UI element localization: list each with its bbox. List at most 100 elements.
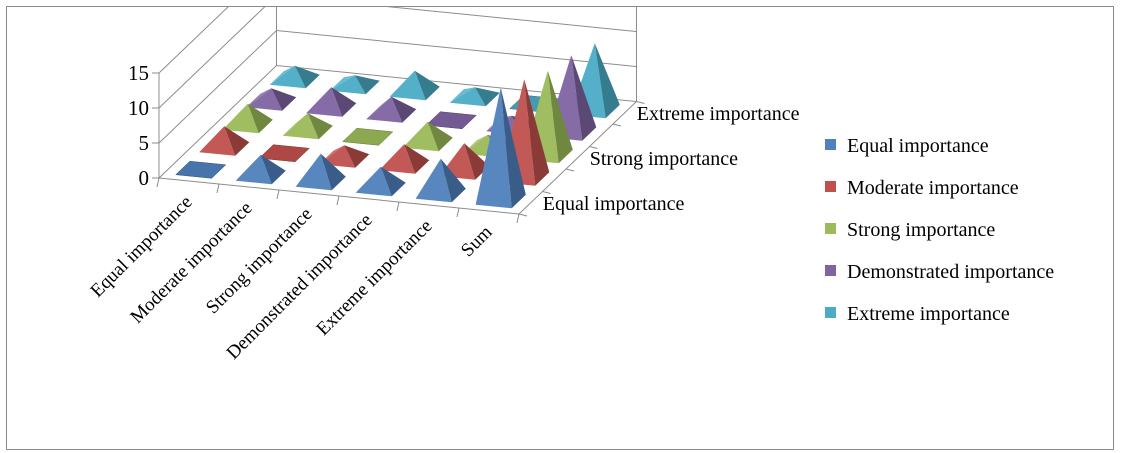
legend-label: Equal importance <box>847 135 989 157</box>
legend-swatch <box>825 181 836 192</box>
pyramid-face <box>366 96 403 123</box>
pyramid-face <box>294 65 320 89</box>
x-axis: Equal importance Moderate importance Str… <box>87 192 497 364</box>
legend-swatch <box>825 139 836 150</box>
pyramid-face <box>379 144 416 174</box>
pyramid-face <box>329 75 366 95</box>
x-tick-mark <box>216 183 220 194</box>
pyramid-face <box>500 87 526 209</box>
pyramid-face <box>235 154 272 185</box>
pyramid-face <box>295 153 332 191</box>
pyramid-face <box>246 88 283 111</box>
x-tick-mark <box>156 177 160 188</box>
x-category-label: Sum <box>457 222 497 262</box>
pyramid-face <box>414 70 440 101</box>
x-tick-mark <box>336 195 340 206</box>
pyramid-bar <box>425 111 477 130</box>
y-tick-label: 5 <box>139 131 150 155</box>
pyramid-face <box>547 70 573 164</box>
x-category-label: Extreme importance <box>312 216 436 340</box>
pyramid-bar <box>235 154 286 185</box>
pyramid-bar <box>295 153 346 191</box>
pyramid-bar <box>415 158 466 203</box>
pyramid-face <box>246 88 272 108</box>
depth-tick-mark <box>518 213 528 217</box>
pyramid-face <box>260 154 286 185</box>
pyramid-face <box>247 103 273 134</box>
depth-axis-label: Extreme importance <box>637 103 800 125</box>
x-category-label: Moderate importance <box>126 198 256 328</box>
legend-label: Strong importance <box>847 219 995 241</box>
pyramid-bar <box>306 87 357 117</box>
legend-label: Demonstrated importance <box>847 261 1054 283</box>
pyramid-bar <box>389 70 440 101</box>
x-tick-mark <box>276 189 280 200</box>
pyramid-bar <box>258 144 310 163</box>
legend-label: Moderate importance <box>847 177 1019 199</box>
pyramid-face <box>474 87 500 107</box>
pyramid-bar <box>175 160 227 179</box>
pyramid-face <box>222 103 259 134</box>
pyramid-bar <box>222 103 273 134</box>
pyramid-face <box>402 121 439 152</box>
pyramid-face <box>282 113 319 140</box>
legend-swatch <box>825 223 836 234</box>
x-tick-mark <box>456 207 460 218</box>
pyramid-face <box>594 43 620 119</box>
pyramid-base <box>175 160 227 179</box>
pyramid-face <box>271 88 297 111</box>
pyramid-bar <box>449 87 500 107</box>
x-tick-mark <box>516 213 520 224</box>
legend: Equal importance Moderate importance Str… <box>825 135 1054 325</box>
pyramid-face <box>224 126 250 156</box>
gridline <box>158 7 637 109</box>
pyramid-bar <box>379 144 430 174</box>
pyramid-bar <box>246 88 297 111</box>
pyramid-face <box>415 158 452 203</box>
pyramid-face <box>449 87 486 107</box>
depth-axis-label: Equal importance <box>543 193 685 215</box>
plot-area <box>175 43 620 209</box>
pyramid-face <box>354 75 380 95</box>
depth-tick-mark <box>636 101 645 104</box>
pyramid-chart: 0 5 10 15 Equal importance Moderate impo… <box>87 7 1054 364</box>
pyramid-face <box>306 87 343 117</box>
pyramid-face <box>269 65 295 85</box>
pyramid-face <box>344 145 370 168</box>
pyramid-face <box>475 87 512 209</box>
pyramid-bar <box>475 87 526 209</box>
depth-tick-mark <box>612 123 622 127</box>
pyramid-base <box>258 144 310 163</box>
pyramid-bar <box>366 96 417 123</box>
y-axis: 0 5 10 15 <box>128 61 149 190</box>
pyramid-face <box>307 113 333 140</box>
pyramid-bar <box>329 75 380 95</box>
y-tick-label: 10 <box>128 96 149 120</box>
depth-tick-mark <box>565 168 575 172</box>
pyramid-bar <box>269 65 320 89</box>
depth-axis-label: Strong importance <box>590 148 738 170</box>
pyramid-face <box>571 55 597 141</box>
pyramid-face <box>199 126 236 156</box>
chart-walls <box>152 7 645 224</box>
depth-tick-mark <box>542 191 551 194</box>
gridline <box>158 7 229 74</box>
y-tick-label: 0 <box>139 166 150 190</box>
pyramid-face <box>389 70 426 101</box>
y-tick-label: 15 <box>128 61 149 85</box>
pyramid-face <box>404 144 430 174</box>
depth-axis: Equal importance Strong importance Extre… <box>543 103 800 215</box>
pyramid-face <box>427 121 453 152</box>
legend-label: Extreme importance <box>847 303 1010 325</box>
pyramid-face <box>331 87 357 117</box>
pyramid-bar <box>282 113 333 140</box>
pyramid-face <box>269 65 306 89</box>
pyramid-face <box>320 153 346 191</box>
legend-swatch <box>825 265 836 276</box>
depth-tick-mark <box>589 146 598 149</box>
pyramid-bar <box>342 127 394 146</box>
chart-frame: 0 5 10 15 Equal importance Moderate impo… <box>6 6 1114 450</box>
pyramid-face <box>380 166 406 197</box>
pyramid-face <box>355 166 392 197</box>
pyramid-face <box>391 96 417 123</box>
